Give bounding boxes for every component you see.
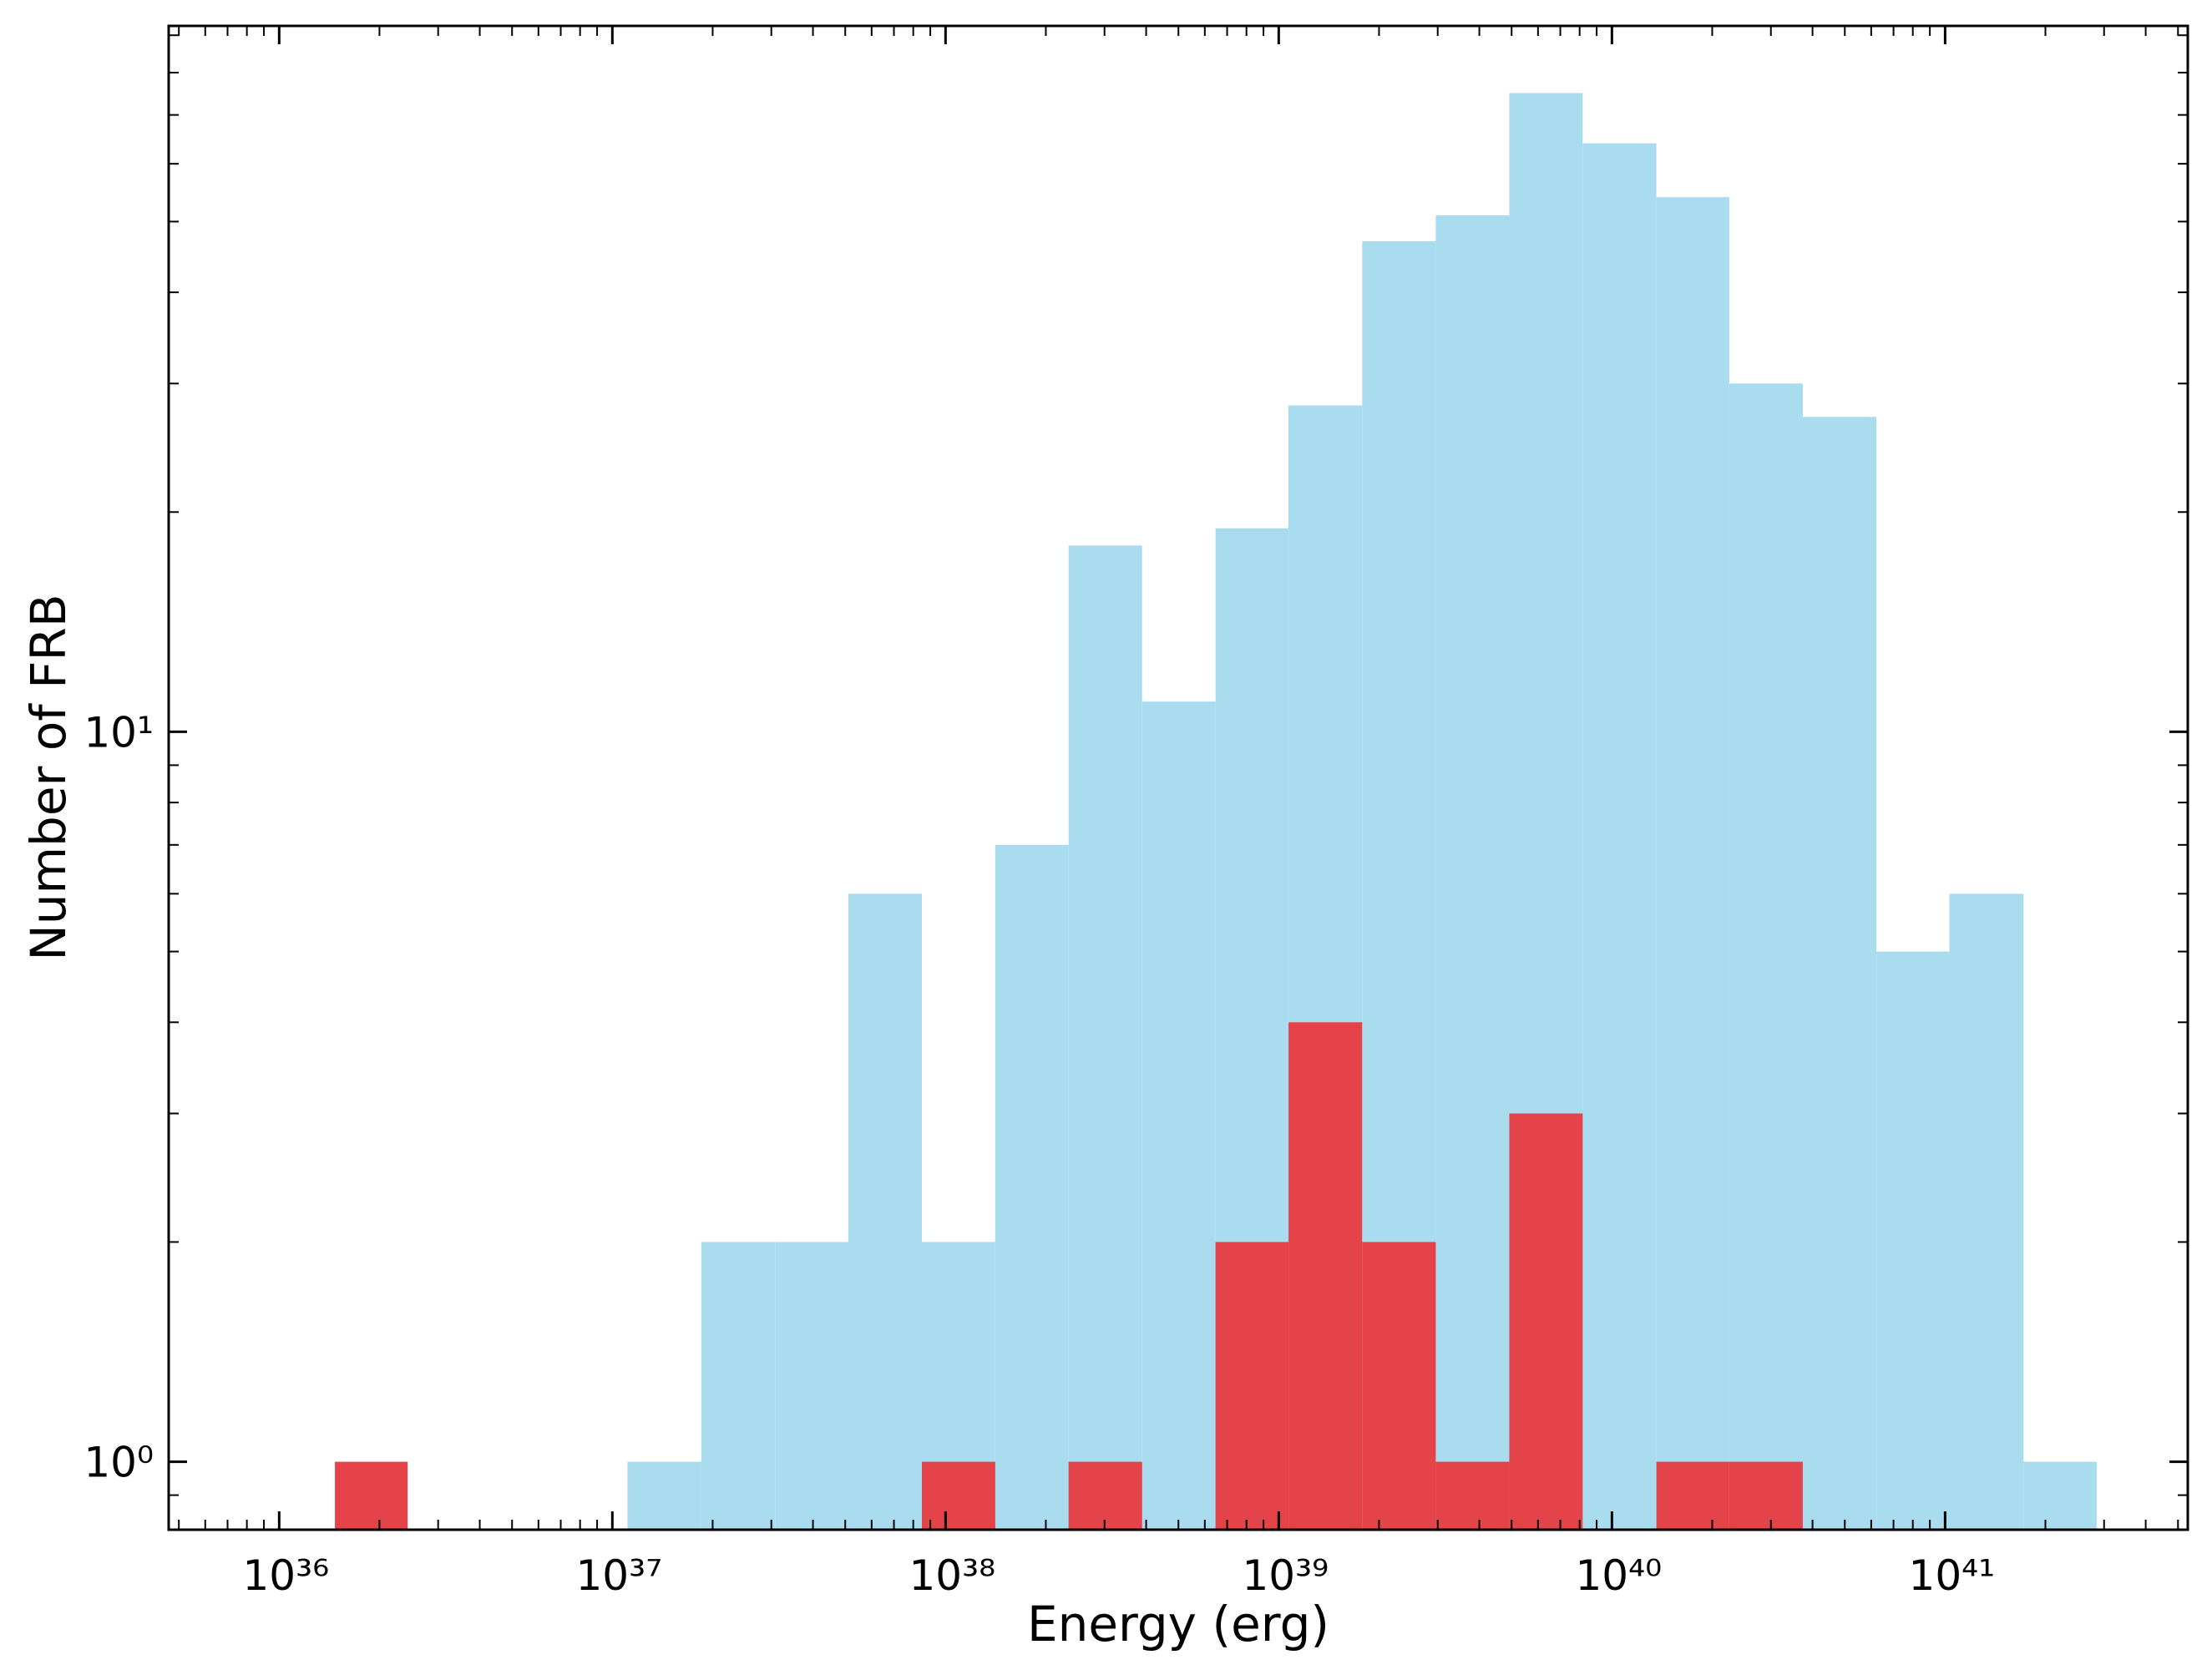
x-tick-label: 10³⁸ bbox=[909, 1551, 995, 1600]
x-axis-label: Energy (erg) bbox=[1027, 1596, 1329, 1652]
x-tick-label: 10⁴⁰ bbox=[1576, 1551, 1663, 1600]
x-tick-label: 10³⁷ bbox=[575, 1551, 662, 1600]
histogram-bar bbox=[2023, 1461, 2097, 1530]
histogram-bar bbox=[1068, 1461, 1142, 1530]
ticks: 10³⁶ 10³⁷ 10³⁸ 10³⁹ 10⁴⁰ 10⁴¹ 10⁰ 10¹ bbox=[84, 26, 2188, 1600]
histogram-bar bbox=[335, 1461, 408, 1530]
y-tick-label: 10¹ bbox=[84, 708, 154, 757]
histogram-bar bbox=[1729, 383, 1803, 1531]
histogram-bar bbox=[1141, 701, 1216, 1530]
histogram-bar bbox=[1288, 1022, 1363, 1530]
histogram-bar bbox=[1215, 1242, 1289, 1530]
histogram-bar bbox=[1068, 545, 1142, 1530]
y-axis-label: Number of FRB bbox=[20, 594, 77, 960]
histogram-bar bbox=[1949, 893, 2024, 1530]
x-tick-label: 10³⁶ bbox=[242, 1551, 329, 1600]
x-tick-label: 10⁴¹ bbox=[1909, 1551, 1996, 1600]
bars bbox=[335, 93, 2097, 1531]
plot-frame bbox=[167, 24, 2189, 1531]
histogram-bar bbox=[1362, 1242, 1436, 1530]
histogram-bar bbox=[995, 844, 1069, 1530]
histogram-bar bbox=[775, 1242, 848, 1530]
histogram-bar bbox=[1876, 951, 1950, 1530]
histogram-bar bbox=[1435, 1461, 1510, 1530]
histogram-bar bbox=[1802, 417, 1877, 1531]
histogram-bar bbox=[1582, 143, 1657, 1531]
histogram-bar bbox=[701, 1242, 776, 1530]
histogram-bar bbox=[1729, 1461, 1803, 1530]
histogram-bar bbox=[627, 1461, 701, 1530]
histogram-bar bbox=[1435, 215, 1510, 1531]
histogram-bar bbox=[921, 1461, 995, 1530]
y-tick-label: 10⁰ bbox=[84, 1439, 154, 1487]
histogram-bar bbox=[1656, 1461, 1729, 1530]
histogram-bar bbox=[1656, 197, 1729, 1530]
histogram-bar bbox=[848, 893, 922, 1530]
x-tick-label: 10³⁹ bbox=[1242, 1551, 1329, 1600]
histogram-bar bbox=[1509, 1113, 1583, 1530]
